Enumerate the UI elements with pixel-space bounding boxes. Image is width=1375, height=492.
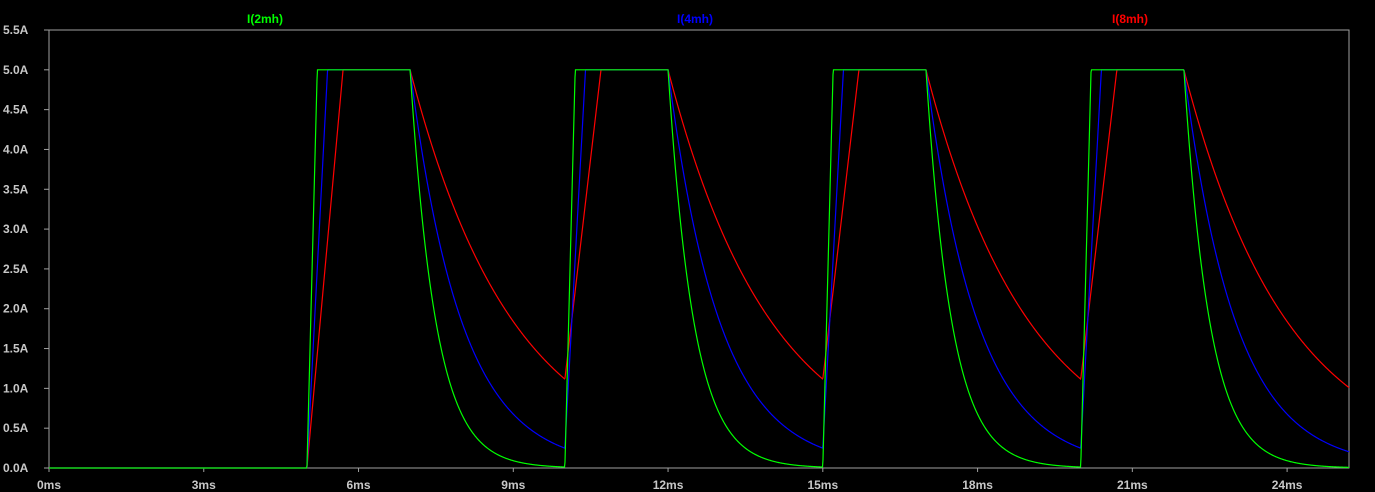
y-tick-label: 2.0A — [3, 302, 29, 316]
y-tick-label: 2.5A — [3, 262, 29, 276]
x-tick-label: 18ms — [962, 478, 993, 492]
y-tick-label: 5.5A — [3, 23, 29, 37]
series-group — [49, 69, 1350, 469]
y-tick-label: 4.5A — [3, 103, 29, 117]
y-tick-label: 4.0A — [3, 142, 29, 156]
legend-entry-0: I(2mh) — [247, 12, 283, 26]
legend-entry-1: I(4mh) — [677, 12, 713, 26]
y-tick-label: 5.0A — [3, 63, 29, 77]
legend-entry-2: I(8mh) — [1112, 12, 1148, 26]
y-tick-label: 0.5A — [3, 421, 29, 435]
y-tick-label: 3.5A — [3, 182, 29, 196]
x-tick-label: 12ms — [653, 478, 684, 492]
y-tick-label: 1.0A — [3, 381, 29, 395]
y-tick-label: 1.5A — [3, 342, 29, 356]
y-tick-label: 3.0A — [3, 222, 29, 236]
x-tick-label: 21ms — [1117, 478, 1148, 492]
series-line-0 — [49, 69, 1350, 469]
x-tick-label: 0ms — [37, 478, 61, 492]
y-tick-label: 0.0A — [3, 461, 29, 475]
x-tick-label: 6ms — [347, 478, 371, 492]
x-tick-label: 3ms — [192, 478, 216, 492]
x-tick-label: 24ms — [1272, 478, 1303, 492]
x-tick-label: 15ms — [807, 478, 838, 492]
y-axis: 0.0A 0.5A 1.0A 1.5A 2.0A 2.5A 3.0A 3.5A 4.0A 4.5A… — [3, 23, 49, 475]
x-tick-label: 9ms — [501, 478, 525, 492]
x-axis: 0ms 3ms 6ms 9ms 12ms 15ms 18ms 21ms 24ms — [37, 468, 1303, 492]
legend: I(2mh) I(4mh) I(8mh) — [247, 12, 1148, 26]
